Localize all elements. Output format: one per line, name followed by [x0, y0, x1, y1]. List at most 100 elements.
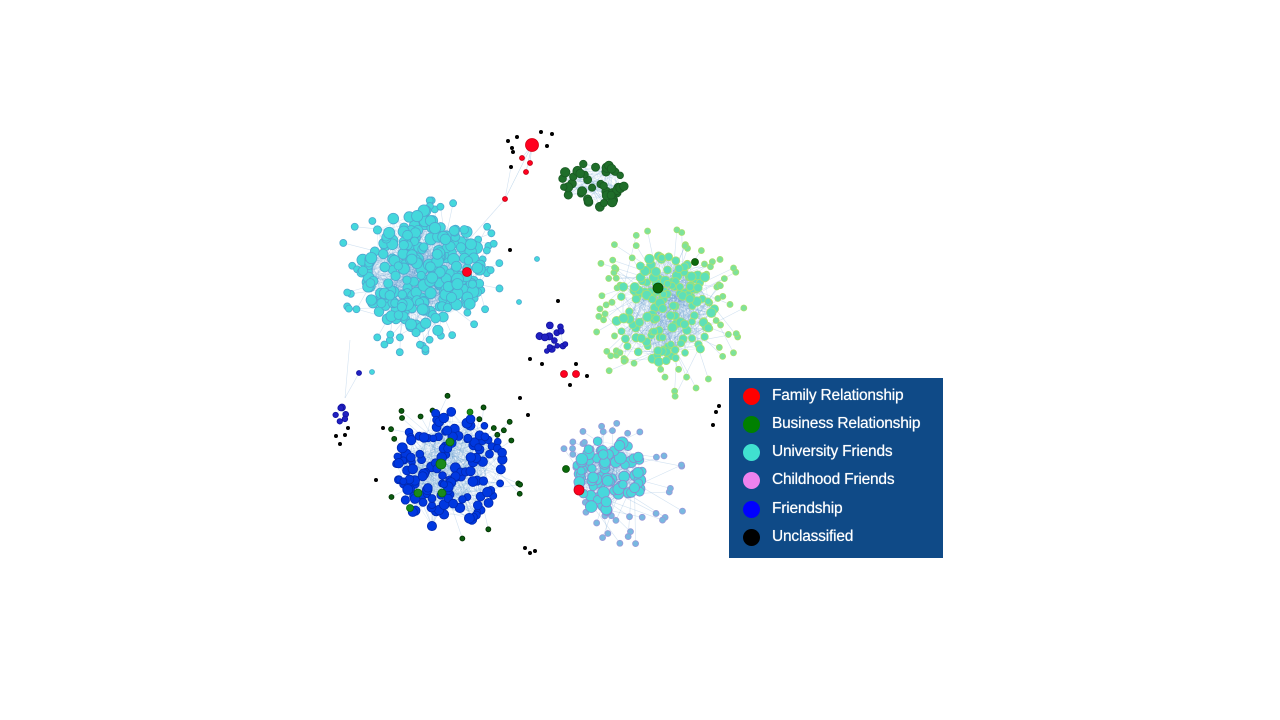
graph-node[interactable] [427, 494, 437, 503]
graph-node[interactable] [490, 425, 497, 431]
graph-node[interactable] [339, 239, 348, 247]
graph-node[interactable] [616, 539, 624, 547]
graph-node[interactable] [720, 275, 728, 283]
graph-node[interactable] [707, 263, 714, 271]
unclassified-node[interactable] [528, 356, 533, 361]
graph-node[interactable] [681, 349, 689, 357]
graph-node[interactable] [352, 305, 361, 314]
graph-node[interactable] [465, 414, 476, 424]
graph-node[interactable] [630, 359, 638, 367]
graph-node[interactable] [661, 373, 669, 381]
graph-node[interactable] [659, 516, 666, 524]
graph-node[interactable] [617, 292, 626, 301]
graph-node[interactable] [337, 404, 345, 412]
graph-node[interactable] [416, 270, 426, 280]
graph-node[interactable] [421, 344, 430, 353]
graph-node[interactable] [365, 294, 377, 306]
graph-node[interactable] [700, 332, 709, 341]
graph-node[interactable] [625, 307, 634, 316]
graph-node[interactable] [546, 321, 554, 330]
graph-node[interactable] [372, 225, 382, 235]
graph-node[interactable] [607, 352, 615, 360]
graph-node[interactable] [554, 342, 561, 349]
graph-node[interactable] [667, 322, 678, 333]
graph-node[interactable] [400, 495, 410, 505]
graph-node[interactable] [534, 256, 540, 262]
graph-node[interactable] [636, 261, 645, 271]
graph-node[interactable] [593, 519, 601, 527]
unclassified-node[interactable] [333, 433, 338, 438]
graph-node[interactable] [725, 331, 732, 338]
graph-node[interactable] [440, 480, 448, 489]
graph-node[interactable] [715, 344, 723, 351]
graph-node[interactable] [648, 295, 657, 304]
graph-node[interactable] [636, 333, 646, 343]
graph-node[interactable] [632, 540, 639, 548]
graph-node[interactable] [483, 497, 494, 508]
graph-node[interactable] [605, 367, 613, 375]
graph-node[interactable] [609, 427, 616, 435]
unclassified-node[interactable] [585, 373, 590, 378]
graph-node[interactable] [426, 271, 439, 284]
graph-node[interactable] [434, 266, 446, 278]
graph-node[interactable] [705, 375, 712, 383]
graph-node[interactable] [686, 271, 697, 282]
graph-node[interactable] [496, 479, 505, 488]
graph-node[interactable] [383, 278, 394, 289]
graph-node[interactable] [629, 482, 640, 494]
graph-node[interactable] [497, 447, 507, 458]
graph-node[interactable] [443, 303, 453, 313]
graph-node[interactable] [621, 334, 630, 344]
unclassified-node[interactable] [539, 129, 544, 134]
graph-node[interactable] [675, 282, 684, 291]
graph-node[interactable] [407, 463, 419, 475]
graph-node[interactable] [350, 222, 359, 231]
graph-node[interactable] [663, 265, 672, 275]
graph-node[interactable] [671, 256, 681, 266]
business-node[interactable] [445, 437, 455, 447]
graph-node[interactable] [703, 323, 713, 333]
graph-node[interactable] [624, 533, 632, 540]
graph-node[interactable] [426, 521, 437, 532]
graph-node[interactable] [650, 327, 659, 336]
graph-node[interactable] [697, 247, 705, 254]
graph-node[interactable] [601, 310, 609, 318]
graph-node[interactable] [628, 254, 636, 262]
graph-node[interactable] [670, 345, 680, 355]
graph-node[interactable] [463, 308, 472, 317]
graph-node[interactable] [465, 238, 477, 251]
family-node[interactable] [462, 267, 472, 277]
graph-node[interactable] [674, 264, 684, 274]
graph-node[interactable] [463, 256, 473, 266]
graph-node[interactable] [387, 212, 400, 225]
unclassified-node[interactable] [568, 382, 573, 387]
graph-node[interactable] [417, 471, 428, 482]
graph-node[interactable] [376, 298, 387, 309]
graph-node[interactable] [373, 333, 382, 342]
graph-node[interactable] [601, 475, 614, 487]
graph-node[interactable] [681, 242, 689, 250]
graph-node[interactable] [592, 436, 603, 447]
unclassified-node[interactable] [518, 395, 523, 400]
graph-node[interactable] [436, 202, 445, 211]
graph-node[interactable] [448, 331, 457, 340]
graph-node[interactable] [544, 348, 550, 354]
graph-node[interactable] [663, 280, 672, 288]
graph-node[interactable] [636, 428, 644, 436]
graph-node[interactable] [609, 256, 617, 264]
graph-node[interactable] [396, 442, 408, 454]
graph-node[interactable] [467, 279, 477, 289]
graph-node[interactable] [673, 226, 681, 234]
graph-node[interactable] [508, 437, 515, 444]
graph-node[interactable] [587, 471, 599, 484]
graph-node[interactable] [712, 317, 720, 324]
graph-node[interactable] [444, 392, 451, 399]
graph-node[interactable] [429, 434, 438, 443]
graph-node[interactable] [476, 416, 483, 423]
graph-node[interactable] [629, 282, 640, 293]
graph-node[interactable] [399, 477, 408, 486]
graph-node[interactable] [683, 373, 690, 381]
graph-node[interactable] [569, 445, 576, 452]
graph-node[interactable] [730, 264, 737, 272]
graph-node[interactable] [604, 530, 612, 537]
